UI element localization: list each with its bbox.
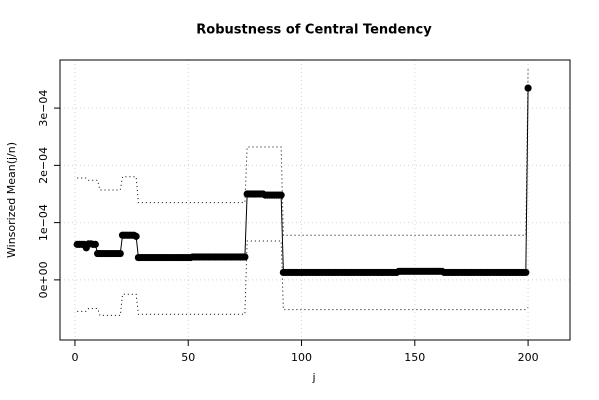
x-tick-label: 0 <box>71 351 78 364</box>
x-axis-label: j <box>311 371 315 384</box>
y-tick-label: 1e−04 <box>37 204 50 241</box>
x-tick-label: 150 <box>404 351 425 364</box>
series-line <box>77 88 529 273</box>
point <box>522 268 530 277</box>
chart-title: Robustness of Central Tendency <box>196 23 432 38</box>
point <box>116 249 124 258</box>
y-tick-label: 3e−04 <box>37 90 50 127</box>
x-tick-label: 100 <box>291 351 312 364</box>
x-tick-label: 50 <box>181 351 195 364</box>
y-tick-label: 0e+00 <box>37 261 50 298</box>
point <box>524 84 532 92</box>
series-line <box>77 240 529 316</box>
y-tick-label: 2e−04 <box>37 147 50 184</box>
point <box>91 240 99 248</box>
point <box>241 253 249 261</box>
point <box>132 232 140 240</box>
series-line <box>77 68 529 236</box>
y-axis-label: Winsorized Mean(j/n) <box>5 142 18 258</box>
plot-frame <box>59 59 571 341</box>
x-tick-label: 200 <box>518 351 539 364</box>
point <box>277 191 285 199</box>
